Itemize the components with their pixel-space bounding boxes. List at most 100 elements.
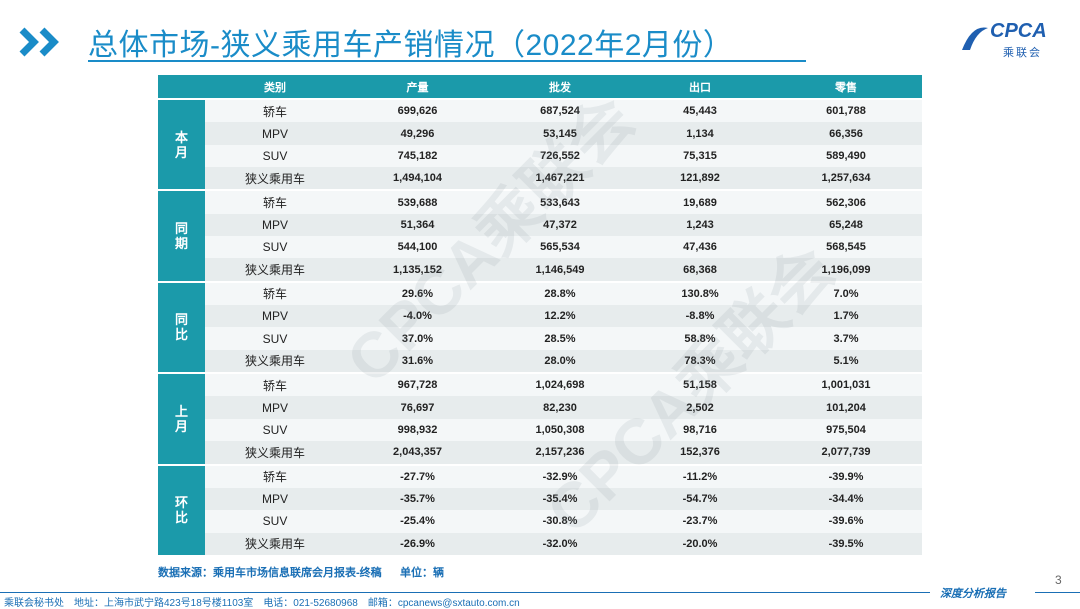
category-cell: 狭义乘用车 [205,349,345,374]
value-cell: -26.9% [345,532,490,555]
data-source: 数据来源：乘用车市场信息联席会月报表-终稿 [158,567,382,579]
value-cell: 539,688 [345,189,490,214]
value-cell: 65,248 [770,213,922,237]
value-cell: -20.0% [630,532,770,555]
category-cell: 轿车 [205,280,345,306]
table-row: MPV 51,364 47,372 1,243 65,248 [158,213,922,237]
value-cell: -39.5% [770,532,922,555]
group-cell: 上月 [158,372,205,465]
column-header: 类别 [205,75,345,99]
category-cell: MPV [205,396,345,419]
value-cell: 19,689 [630,189,770,214]
value-cell: 47,436 [630,236,770,259]
table-row: SUV 745,182 726,552 75,315 589,490 [158,144,922,168]
value-cell: 51,158 [630,372,770,397]
table-row: MPV 49,296 53,145 1,134 66,356 [158,122,922,145]
logo: CPCA [990,20,1047,42]
value-cell: 544,100 [345,236,490,259]
value-cell: 152,376 [630,441,770,465]
category-cell: MPV [205,213,345,237]
category-cell: SUV [205,144,345,168]
value-cell: 121,892 [630,167,770,191]
value-cell: -32.9% [490,463,630,488]
value-cell: 78.3% [630,349,770,374]
value-cell: 1,001,031 [770,372,922,397]
value-cell: 7.0% [770,280,922,306]
category-cell: SUV [205,236,345,259]
value-cell: -23.7% [630,510,770,533]
group-cell: 同期 [158,189,205,282]
value-cell: 998,932 [345,418,490,442]
group-label: 本月 [174,129,188,160]
table-row: 狭义乘用车 2,043,357 2,157,236 152,376 2,077,739 [158,441,922,465]
group-cell: 环比 [158,463,205,555]
table-row: 上月 轿车 967,728 1,024,698 51,158 1,001,031 [158,372,922,465]
category-cell: 狭义乘用车 [205,167,345,191]
contact-item: 乘联会秘书处 [4,598,64,609]
category-cell: 轿车 [205,97,345,123]
table-row: 同期 轿车 539,688 533,643 19,689 562,306 [158,189,922,282]
value-cell: -39.9% [770,463,922,488]
value-cell: -8.8% [630,305,770,328]
category-cell: 轿车 [205,372,345,397]
value-cell: -34.4% [770,487,922,511]
title-underline [88,60,806,62]
logo-icon [962,27,988,50]
contact: 乘联会秘书处 地址：上海市武宁路423号18号楼1103室 电话：021-52680… [4,594,530,609]
category-cell: 狭义乘用车 [205,441,345,465]
data-table: 类别 产量 批发 出口 零售 本月 轿车 699,626 687,524 45,443 601,7… [158,75,922,555]
value-cell: -4.0% [345,305,490,328]
table-row: MPV -35.7% -35.4% -54.7% -34.4% [158,487,922,511]
value-cell: 1,494,104 [345,167,490,191]
table-row: 本月 轿车 699,626 687,524 45,443 601,788 [158,97,922,191]
footer-line [0,592,930,593]
value-cell: 31.6% [345,349,490,374]
value-cell: 1,050,308 [490,418,630,442]
value-cell: 28.8% [490,280,630,306]
value-cell: -32.0% [490,532,630,555]
footer-line [1035,592,1080,593]
table-row: 环比 轿车 -27.7% -32.9% -11.2% -39.9% [158,463,922,555]
value-cell: 589,490 [770,144,922,168]
table-row: SUV -25.4% -30.8% -23.7% -39.6% [158,510,922,533]
category-cell: SUV [205,510,345,533]
unit: 单位：辆 [400,567,444,579]
value-cell: -39.6% [770,510,922,533]
table-row: MPV 76,697 82,230 2,502 101,204 [158,396,922,419]
value-cell: 47,372 [490,213,630,237]
value-cell: 37.0% [345,327,490,350]
value-cell: 1,134 [630,122,770,145]
value-cell: 45,443 [630,97,770,123]
value-cell: 975,504 [770,418,922,442]
table-row: SUV 544,100 565,534 47,436 568,545 [158,236,922,259]
group-label: 上月 [174,403,188,434]
value-cell: -35.4% [490,487,630,511]
value-cell: 3.7% [770,327,922,350]
value-cell: 1,135,152 [345,258,490,282]
category-cell: MPV [205,305,345,328]
value-cell: 12.2% [490,305,630,328]
value-cell: 1,146,549 [490,258,630,282]
chevrons [19,27,59,57]
value-cell: 5.1% [770,349,922,374]
value-cell: 1,024,698 [490,372,630,397]
logo-sub: 乘联会 [1003,47,1042,59]
value-cell: -11.2% [630,463,770,488]
table-row: SUV 998,932 1,050,308 98,716 975,504 [158,418,922,442]
table-row: 狭义乘用车 1,494,104 1,467,221 121,892 1,257,634 [158,167,922,191]
title: 总体市场-狭义乘用车产销情况（2022年2月份） [88,29,734,62]
value-cell: 2,043,357 [345,441,490,465]
value-cell: 533,643 [490,189,630,214]
value-cell: 1,243 [630,213,770,237]
category-cell: MPV [205,487,345,511]
category-cell: 轿车 [205,463,345,488]
value-cell: 687,524 [490,97,630,123]
column-header: 零售 [770,75,922,99]
category-cell: SUV [205,418,345,442]
corner-cell [158,75,205,99]
value-cell: 68,368 [630,258,770,282]
contact-item: 电话：021-52680968 [263,598,358,609]
value-cell: 726,552 [490,144,630,168]
value-cell: 76,697 [345,396,490,419]
group-label: 同比 [174,312,188,343]
